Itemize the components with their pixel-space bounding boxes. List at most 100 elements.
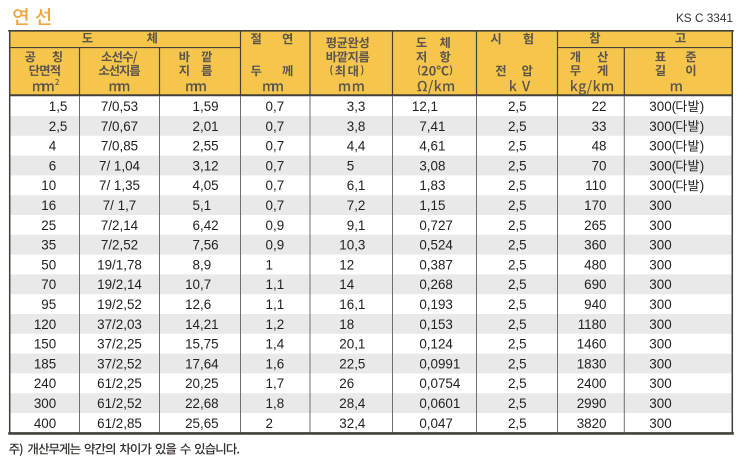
svg-text:0: 0 — [419, 238, 426, 253]
svg-text:0: 0 — [266, 238, 273, 253]
svg-text:,1: ,1 — [427, 99, 438, 114]
svg-text:61/2,52: 61/2,52 — [97, 396, 142, 411]
svg-text:300: 300 — [649, 238, 671, 253]
svg-text:2,5: 2,5 — [508, 178, 527, 193]
svg-text:,268: ,268 — [427, 277, 453, 292]
svg-text:22: 22 — [185, 396, 200, 411]
svg-text:5: 5 — [193, 198, 200, 213]
svg-text:,41: ,41 — [427, 119, 446, 134]
svg-text:,0991: ,0991 — [427, 356, 461, 371]
svg-text:10: 10 — [339, 238, 354, 253]
svg-text:33: 33 — [592, 119, 607, 134]
svg-text:170: 170 — [584, 198, 606, 213]
svg-text:7: 7 — [419, 119, 426, 134]
svg-text:2,5: 2,5 — [508, 337, 527, 352]
svg-text:,4: ,4 — [354, 416, 366, 431]
svg-text:1: 1 — [266, 297, 273, 312]
svg-text:480: 480 — [584, 257, 606, 272]
svg-text:,7: ,7 — [273, 139, 284, 154]
svg-text:5: 5 — [347, 158, 354, 173]
svg-text:12: 12 — [412, 99, 427, 114]
svg-text:,7: ,7 — [273, 178, 284, 193]
svg-text:,5: ,5 — [56, 99, 67, 114]
svg-text:,7: ,7 — [273, 198, 284, 213]
svg-text:,0754: ,0754 — [427, 376, 461, 391]
svg-text:0: 0 — [419, 396, 426, 411]
svg-text:3820: 3820 — [577, 416, 607, 431]
svg-text:,727: ,727 — [427, 218, 453, 233]
svg-text:0: 0 — [266, 178, 273, 193]
svg-text:): ) — [700, 158, 704, 173]
svg-text:1: 1 — [266, 356, 273, 371]
svg-text:2,5: 2,5 — [508, 139, 527, 154]
svg-text:,5: ,5 — [56, 119, 67, 134]
svg-text:,1: ,1 — [354, 178, 365, 193]
svg-text:,01: ,01 — [200, 119, 219, 134]
svg-text:48: 48 — [592, 139, 607, 154]
svg-text:300: 300 — [649, 337, 671, 352]
svg-text:300(: 300( — [649, 158, 676, 173]
svg-text:0: 0 — [419, 277, 426, 292]
svg-text:16: 16 — [339, 297, 354, 312]
svg-text:1: 1 — [419, 198, 426, 213]
svg-text:,6: ,6 — [273, 356, 284, 371]
svg-text:3: 3 — [347, 99, 354, 114]
svg-text:300: 300 — [649, 317, 671, 332]
svg-text:12: 12 — [339, 257, 354, 272]
svg-text:10: 10 — [41, 178, 56, 193]
svg-text:,387: ,387 — [427, 257, 453, 272]
svg-text:,124: ,124 — [427, 337, 454, 352]
svg-text:25: 25 — [41, 218, 56, 233]
svg-text:940: 940 — [584, 297, 606, 312]
svg-text:2,5: 2,5 — [508, 198, 527, 213]
svg-text:6: 6 — [347, 178, 354, 193]
svg-text:185: 185 — [34, 356, 56, 371]
svg-text:,2: ,2 — [273, 317, 284, 332]
svg-text:): ) — [700, 99, 704, 114]
svg-text:,7: ,7 — [273, 99, 284, 114]
svg-text:,1: ,1 — [354, 337, 365, 352]
svg-text:19/2,52: 19/2,52 — [97, 297, 142, 312]
svg-text:4: 4 — [49, 139, 57, 154]
svg-text:37/2,52: 37/2,52 — [97, 356, 142, 371]
svg-text:,4: ,4 — [273, 337, 285, 352]
svg-text:7/0,85: 7/0,85 — [101, 139, 138, 154]
svg-text:1: 1 — [266, 317, 273, 332]
svg-text:15: 15 — [185, 337, 200, 352]
svg-text:300: 300 — [649, 218, 671, 233]
svg-text:,9: ,9 — [273, 238, 284, 253]
svg-text:0: 0 — [419, 257, 426, 272]
svg-text:0: 0 — [419, 376, 426, 391]
svg-text:300(: 300( — [649, 119, 676, 134]
svg-text:,3: ,3 — [354, 238, 365, 253]
svg-text:2990: 2990 — [577, 396, 607, 411]
svg-text:240: 240 — [34, 376, 56, 391]
svg-text:37/2,03: 37/2,03 — [97, 317, 142, 332]
svg-text:6: 6 — [193, 218, 200, 233]
svg-text:2,5: 2,5 — [508, 99, 527, 114]
svg-text:4: 4 — [347, 139, 355, 154]
svg-text:0: 0 — [419, 356, 426, 371]
svg-text:7/0,53: 7/0,53 — [101, 99, 138, 114]
svg-text:2400: 2400 — [577, 376, 607, 391]
svg-text:7/0,67: 7/0,67 — [101, 119, 138, 134]
svg-text:2,5: 2,5 — [508, 119, 527, 134]
svg-text:120: 120 — [34, 317, 56, 332]
svg-text:61/2,85: 61/2,85 — [97, 416, 142, 431]
svg-text:300: 300 — [649, 356, 671, 371]
svg-text:300(: 300( — [649, 99, 676, 114]
svg-text:,64: ,64 — [200, 356, 219, 371]
svg-text:0: 0 — [419, 218, 426, 233]
svg-text:,08: ,08 — [427, 158, 446, 173]
svg-text:,25: ,25 — [200, 376, 219, 391]
svg-text:,6: ,6 — [200, 297, 211, 312]
svg-text:7/ 1,35: 7/ 1,35 — [99, 178, 140, 193]
svg-text:,1: ,1 — [354, 218, 365, 233]
svg-text:,3: ,3 — [354, 99, 365, 114]
svg-text:50: 50 — [41, 257, 56, 272]
svg-text:9: 9 — [347, 218, 354, 233]
svg-text:360: 360 — [584, 238, 606, 253]
svg-text:25: 25 — [185, 416, 200, 431]
svg-text:,59: ,59 — [200, 99, 219, 114]
svg-text:3: 3 — [419, 158, 426, 173]
